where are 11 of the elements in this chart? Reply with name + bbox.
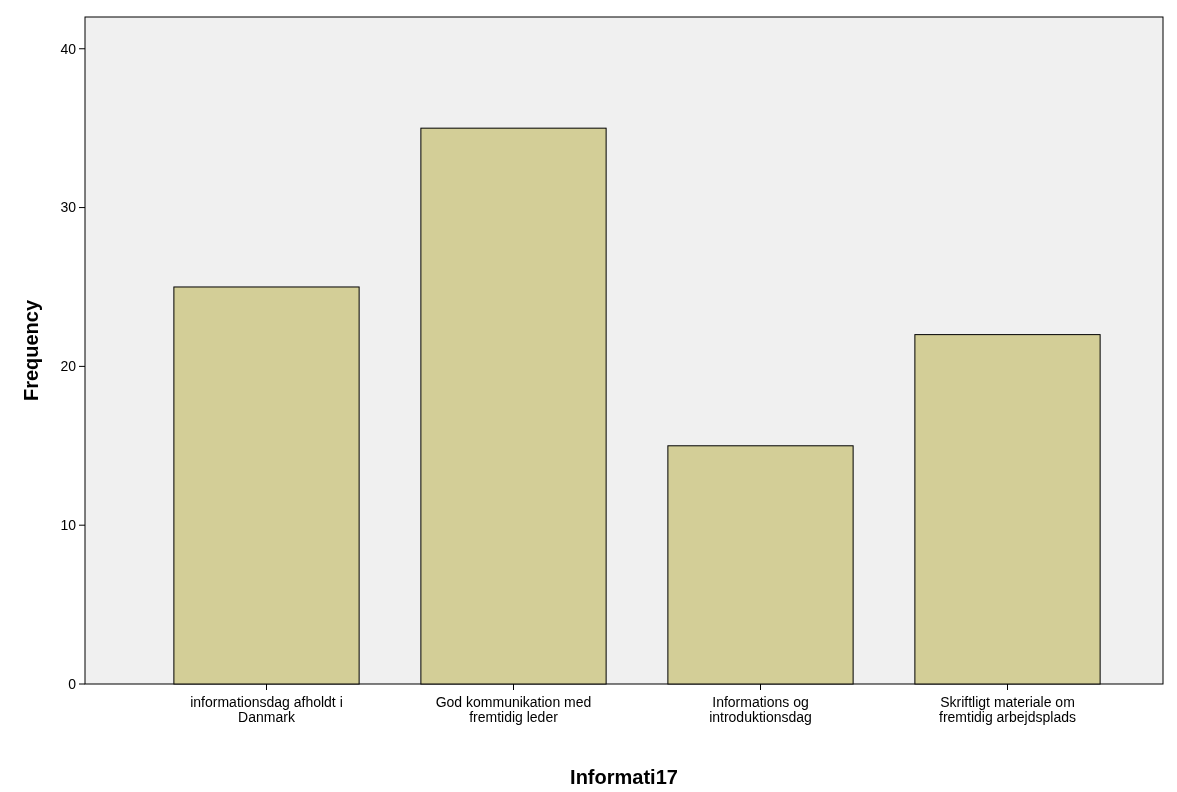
x-tick-label: God kommunikation med fremtidig leder xyxy=(435,694,592,725)
x-tick-label: informationsdag afholdt i Danmark xyxy=(190,694,343,725)
x-axis-title: Informati17 xyxy=(570,766,678,788)
y-tick-label: 0 xyxy=(68,675,77,692)
y-tick-label: 10 xyxy=(60,517,77,534)
y-tick-label: 30 xyxy=(60,199,77,216)
y-tick-label: 20 xyxy=(60,358,77,375)
y-tick-label: 40 xyxy=(60,40,77,57)
x-tick-label: Informations og introduktionsdag xyxy=(709,694,812,725)
y-axis-title: Frequency xyxy=(20,299,42,402)
x-tick-label: Skriftligt materiale om fremtidig arbejdsplads xyxy=(939,694,1076,725)
